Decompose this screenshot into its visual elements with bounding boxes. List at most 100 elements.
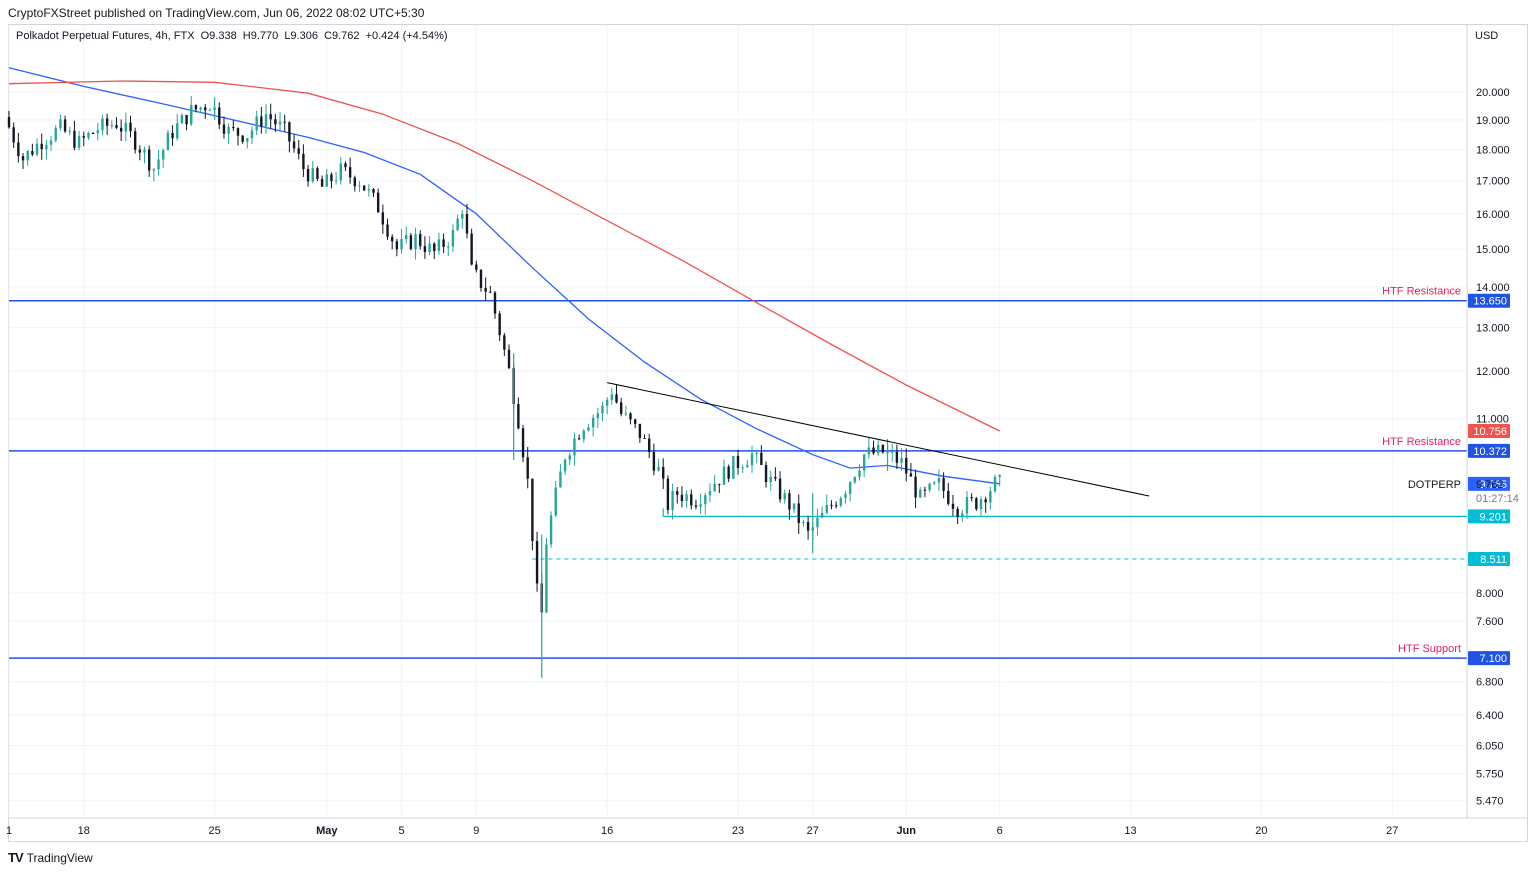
candle-body xyxy=(727,466,730,479)
candle-body xyxy=(657,467,660,471)
candle-body xyxy=(115,125,118,128)
y-tick-label: 18.000 xyxy=(1476,144,1510,156)
candle-body xyxy=(246,138,249,142)
candle-body xyxy=(535,540,539,584)
candle-body xyxy=(423,246,427,253)
axes: 20.00019.00018.00017.00016.00015.00014.0… xyxy=(6,25,1528,837)
candle-body xyxy=(101,118,104,131)
candle-body xyxy=(666,478,670,510)
candle-body xyxy=(881,444,885,453)
candle-body xyxy=(629,413,632,420)
candle-body xyxy=(503,335,506,350)
x-tick-label: 18 xyxy=(78,825,90,837)
candle-body xyxy=(250,130,254,139)
y-tick-label: 7.600 xyxy=(1476,616,1504,628)
candle-body xyxy=(330,174,333,182)
candle-body xyxy=(82,136,85,138)
candle-body xyxy=(718,483,721,485)
grid xyxy=(8,25,1467,818)
candle-body xyxy=(204,107,207,111)
candle-body xyxy=(49,140,53,145)
candle-body xyxy=(241,135,244,142)
x-tick-label: May xyxy=(316,825,338,837)
candle-body xyxy=(316,168,319,179)
legend-close: C9.762 xyxy=(324,30,360,42)
y-tick-label: 14.000 xyxy=(1476,282,1510,294)
candle-body xyxy=(498,313,501,336)
candle-body xyxy=(792,503,796,510)
candle-body xyxy=(591,417,595,428)
moving-average-line xyxy=(8,80,1000,432)
candle-body xyxy=(788,493,791,510)
candle-body xyxy=(577,438,581,440)
candle-body xyxy=(274,119,277,125)
candle-body xyxy=(545,544,548,613)
candle-body xyxy=(993,476,997,492)
candle-body xyxy=(227,126,230,134)
candle-body xyxy=(63,119,67,132)
candle-body xyxy=(937,478,941,483)
candle-body xyxy=(755,452,758,454)
y-tick-label: 6.800 xyxy=(1476,677,1504,689)
candle-body xyxy=(947,490,950,504)
y-tick-label: 5.750 xyxy=(1476,768,1504,780)
candle-body xyxy=(437,239,441,252)
candle-body xyxy=(713,483,716,492)
candle-body xyxy=(676,491,679,495)
candle-body xyxy=(956,508,959,518)
candle-body xyxy=(77,136,81,148)
candle-body xyxy=(40,143,43,150)
candle-body xyxy=(362,185,366,191)
candle-body xyxy=(87,133,90,138)
range-low-badge: 9.201 xyxy=(1479,511,1507,523)
candle-body xyxy=(433,243,436,252)
candle-body xyxy=(984,499,987,503)
candle-body xyxy=(923,489,927,491)
candle-body xyxy=(746,465,749,468)
candle-body xyxy=(891,451,894,453)
candle-body xyxy=(764,464,768,483)
candle-body xyxy=(610,394,614,400)
candle-body xyxy=(133,131,137,150)
candle-body xyxy=(732,455,735,479)
brand-label[interactable]: TradingView xyxy=(26,850,93,865)
candle-body xyxy=(68,130,71,132)
level-price-badge-bg xyxy=(1468,651,1510,666)
candle-body xyxy=(96,130,99,134)
candle-body xyxy=(105,118,109,126)
candle-body xyxy=(862,454,866,471)
candle-body xyxy=(825,505,828,513)
candle-body xyxy=(475,264,478,270)
candle-body xyxy=(760,452,763,465)
y-tick-label: 6.050 xyxy=(1476,741,1504,753)
candle-body xyxy=(568,455,571,460)
candle-body xyxy=(7,117,11,128)
candle-body xyxy=(367,189,371,191)
candle-body xyxy=(830,505,833,507)
candle-body xyxy=(138,149,142,153)
y-tick-label: 15.000 xyxy=(1476,244,1510,256)
candle-body xyxy=(839,498,843,506)
candle-body xyxy=(690,494,693,506)
candle-body xyxy=(820,512,824,518)
candle-body xyxy=(124,122,128,132)
y-tick-label: 11.000 xyxy=(1476,414,1509,426)
candle-body xyxy=(428,243,431,253)
y-tick-label: 8.000 xyxy=(1476,588,1504,600)
candle-body xyxy=(21,156,25,161)
candle-body xyxy=(12,127,15,143)
candle-body xyxy=(507,349,511,369)
candle-body xyxy=(704,495,707,505)
x-tick-label: 20 xyxy=(1255,825,1267,837)
candle-body xyxy=(867,447,871,455)
candle-body xyxy=(419,234,422,247)
candle-body xyxy=(199,107,202,110)
x-tick-label: 6 xyxy=(997,825,1003,837)
tradingview-logo-icon: TV xyxy=(8,850,24,865)
candle-body xyxy=(59,119,62,129)
candle-body xyxy=(633,419,637,424)
candle-body xyxy=(376,192,380,213)
candle-body xyxy=(942,478,945,491)
candle-body xyxy=(741,467,744,469)
